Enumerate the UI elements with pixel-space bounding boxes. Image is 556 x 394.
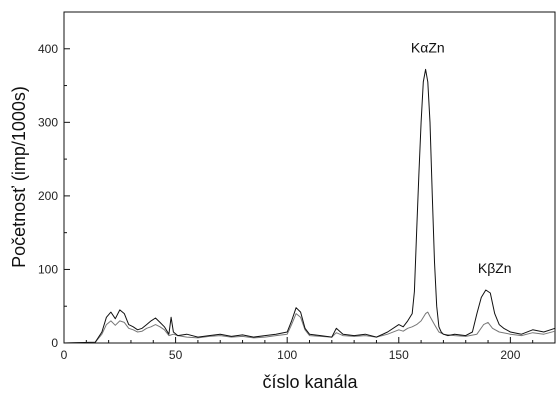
labels: číslo kanála Početnosť (imp/1000s) KαZn …: [9, 39, 512, 392]
y-tick-label: 300: [38, 115, 58, 129]
x-tick-label: 200: [500, 348, 520, 362]
x-axis-title: číslo kanála: [262, 372, 358, 392]
x-tick-label: 100: [277, 348, 297, 362]
annotation-kbeta-zn: KβZn: [478, 260, 512, 276]
annotation-kalpha-zn: KαZn: [411, 39, 445, 55]
y-tick-label: 100: [38, 262, 58, 276]
series-line: [63, 311, 556, 344]
x-tick-label: 150: [389, 348, 409, 362]
y-axis-title: Početnosť (imp/1000s): [9, 86, 29, 268]
x-tick-label: 50: [169, 348, 183, 362]
plot-frame: [63, 11, 556, 344]
series-line: [63, 68, 556, 344]
y-tick-label: 200: [38, 189, 58, 203]
series-layer: [63, 68, 556, 344]
y-tick-label: 400: [38, 42, 58, 56]
axes: 0 50 100 150 200 0 100 200 300 400: [38, 11, 556, 362]
x-tick-label: 0: [61, 348, 68, 362]
y-tick-label: 0: [51, 336, 58, 350]
